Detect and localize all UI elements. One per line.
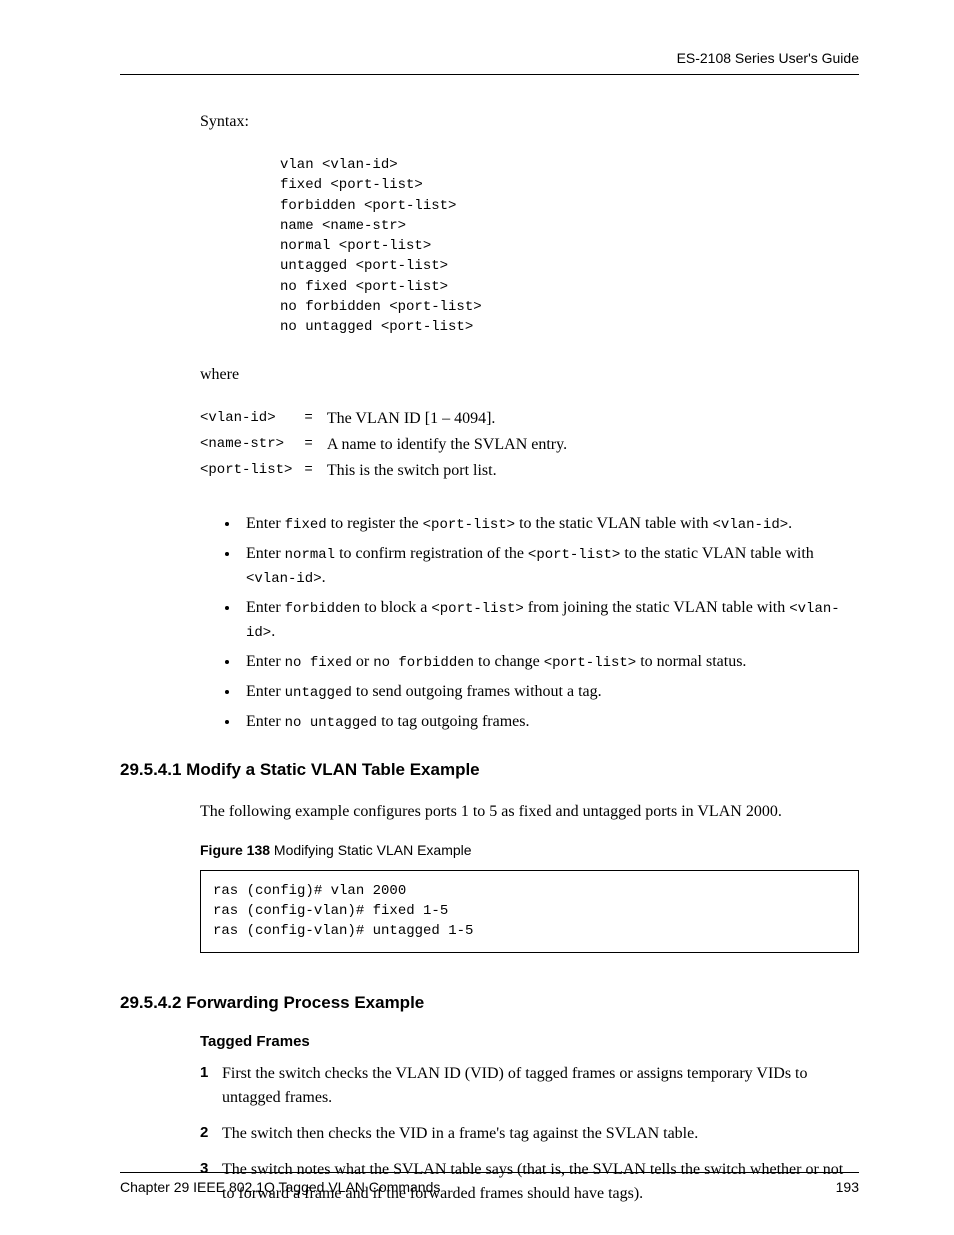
def-eq: = bbox=[298, 406, 326, 432]
figure-caption: Figure 138 Modifying Static VLAN Example bbox=[200, 842, 859, 858]
section-heading-2954-1: 29.5.4.1 Modify a Static VLAN Table Exam… bbox=[120, 760, 859, 780]
bullet-list: Enter fixed to register the <port-list> … bbox=[200, 512, 859, 734]
section1-para: The following example configures ports 1… bbox=[200, 800, 859, 824]
syntax-code: vlan <vlan-id> fixed <port-list> forbidd… bbox=[280, 155, 859, 338]
step-text: First the switch checks the VLAN ID (VID… bbox=[222, 1062, 859, 1110]
footer-page-number: 193 bbox=[836, 1179, 859, 1195]
def-term: <name-str> bbox=[200, 432, 298, 458]
step-number: 1 bbox=[200, 1062, 222, 1110]
figure-title: Modifying Static VLAN Example bbox=[270, 842, 472, 858]
list-item: Enter forbidden to block a <port-list> f… bbox=[240, 596, 859, 644]
table-row: <port-list> = This is the switch port li… bbox=[200, 458, 573, 484]
list-item: Enter no untagged to tag outgoing frames… bbox=[240, 710, 859, 734]
list-item: Enter fixed to register the <port-list> … bbox=[240, 512, 859, 536]
def-desc: A name to identify the SVLAN entry. bbox=[327, 432, 573, 458]
subsection-heading: Tagged Frames bbox=[200, 1033, 859, 1050]
terminal-output: ras (config)# vlan 2000 ras (config-vlan… bbox=[200, 870, 859, 953]
list-item: Enter normal to confirm registration of … bbox=[240, 542, 859, 590]
definition-table: <vlan-id> = The VLAN ID [1 – 4094]. <nam… bbox=[200, 406, 573, 484]
section-heading-2954-2: 29.5.4.2 Forwarding Process Example bbox=[120, 993, 859, 1013]
def-desc: This is the switch port list. bbox=[327, 458, 573, 484]
step-text: The switch then checks the VID in a fram… bbox=[222, 1122, 859, 1146]
table-row: <name-str> = A name to identify the SVLA… bbox=[200, 432, 573, 458]
def-eq: = bbox=[298, 432, 326, 458]
list-item: 1 First the switch checks the VLAN ID (V… bbox=[200, 1062, 859, 1110]
running-header: ES-2108 Series User's Guide bbox=[120, 50, 859, 66]
def-term: <vlan-id> bbox=[200, 406, 298, 432]
def-eq: = bbox=[298, 458, 326, 484]
step-number: 2 bbox=[200, 1122, 222, 1146]
header-rule bbox=[120, 74, 859, 75]
list-item: Enter untagged to send outgoing frames w… bbox=[240, 680, 859, 704]
def-desc: The VLAN ID [1 – 4094]. bbox=[327, 406, 573, 432]
footer-rule bbox=[120, 1172, 859, 1173]
figure-number: Figure 138 bbox=[200, 842, 270, 858]
def-term: <port-list> bbox=[200, 458, 298, 484]
page-footer: Chapter 29 IEEE 802.1Q Tagged VLAN Comma… bbox=[120, 1172, 859, 1195]
where-label: where bbox=[200, 366, 859, 384]
list-item: 2 The switch then checks the VID in a fr… bbox=[200, 1122, 859, 1146]
list-item: Enter no fixed or no forbidden to change… bbox=[240, 650, 859, 674]
table-row: <vlan-id> = The VLAN ID [1 – 4094]. bbox=[200, 406, 573, 432]
footer-chapter: Chapter 29 IEEE 802.1Q Tagged VLAN Comma… bbox=[120, 1179, 440, 1195]
syntax-label: Syntax: bbox=[200, 113, 859, 131]
